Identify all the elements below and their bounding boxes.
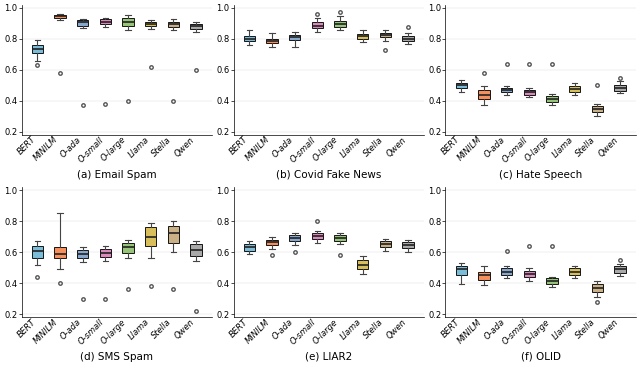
PathPatch shape bbox=[478, 272, 490, 280]
PathPatch shape bbox=[403, 37, 413, 41]
PathPatch shape bbox=[54, 247, 66, 258]
PathPatch shape bbox=[266, 39, 278, 44]
X-axis label: (d) SMS Spam: (d) SMS Spam bbox=[80, 352, 153, 362]
PathPatch shape bbox=[122, 243, 134, 253]
PathPatch shape bbox=[456, 83, 467, 87]
PathPatch shape bbox=[524, 271, 535, 277]
PathPatch shape bbox=[357, 260, 369, 269]
PathPatch shape bbox=[501, 87, 513, 92]
PathPatch shape bbox=[100, 19, 111, 24]
X-axis label: (b) Covid Fake News: (b) Covid Fake News bbox=[276, 169, 381, 180]
PathPatch shape bbox=[145, 22, 156, 26]
X-axis label: (c) Hate Speech: (c) Hate Speech bbox=[499, 169, 582, 180]
PathPatch shape bbox=[122, 18, 134, 26]
PathPatch shape bbox=[614, 85, 626, 91]
PathPatch shape bbox=[191, 24, 202, 29]
PathPatch shape bbox=[100, 249, 111, 257]
PathPatch shape bbox=[168, 226, 179, 243]
PathPatch shape bbox=[614, 266, 626, 273]
PathPatch shape bbox=[547, 96, 557, 102]
PathPatch shape bbox=[145, 227, 156, 246]
PathPatch shape bbox=[312, 234, 323, 239]
PathPatch shape bbox=[191, 243, 202, 256]
PathPatch shape bbox=[334, 21, 346, 27]
PathPatch shape bbox=[312, 22, 323, 28]
PathPatch shape bbox=[32, 246, 43, 258]
PathPatch shape bbox=[380, 241, 391, 247]
PathPatch shape bbox=[289, 35, 300, 40]
PathPatch shape bbox=[569, 86, 580, 92]
PathPatch shape bbox=[591, 106, 603, 112]
PathPatch shape bbox=[591, 284, 603, 292]
PathPatch shape bbox=[569, 268, 580, 274]
PathPatch shape bbox=[77, 250, 88, 258]
PathPatch shape bbox=[244, 243, 255, 251]
PathPatch shape bbox=[524, 90, 535, 95]
PathPatch shape bbox=[266, 240, 278, 245]
PathPatch shape bbox=[403, 242, 413, 248]
X-axis label: (e) LIAR2: (e) LIAR2 bbox=[305, 352, 353, 362]
PathPatch shape bbox=[168, 22, 179, 27]
PathPatch shape bbox=[357, 34, 369, 39]
PathPatch shape bbox=[478, 90, 490, 99]
X-axis label: (f) OLID: (f) OLID bbox=[521, 352, 561, 362]
PathPatch shape bbox=[77, 20, 88, 26]
PathPatch shape bbox=[54, 15, 66, 18]
PathPatch shape bbox=[547, 279, 557, 284]
PathPatch shape bbox=[456, 266, 467, 274]
PathPatch shape bbox=[244, 37, 255, 41]
PathPatch shape bbox=[501, 268, 513, 274]
PathPatch shape bbox=[380, 33, 391, 37]
PathPatch shape bbox=[32, 45, 43, 53]
X-axis label: (a) Email Spam: (a) Email Spam bbox=[77, 169, 157, 180]
PathPatch shape bbox=[334, 235, 346, 241]
PathPatch shape bbox=[289, 235, 300, 241]
